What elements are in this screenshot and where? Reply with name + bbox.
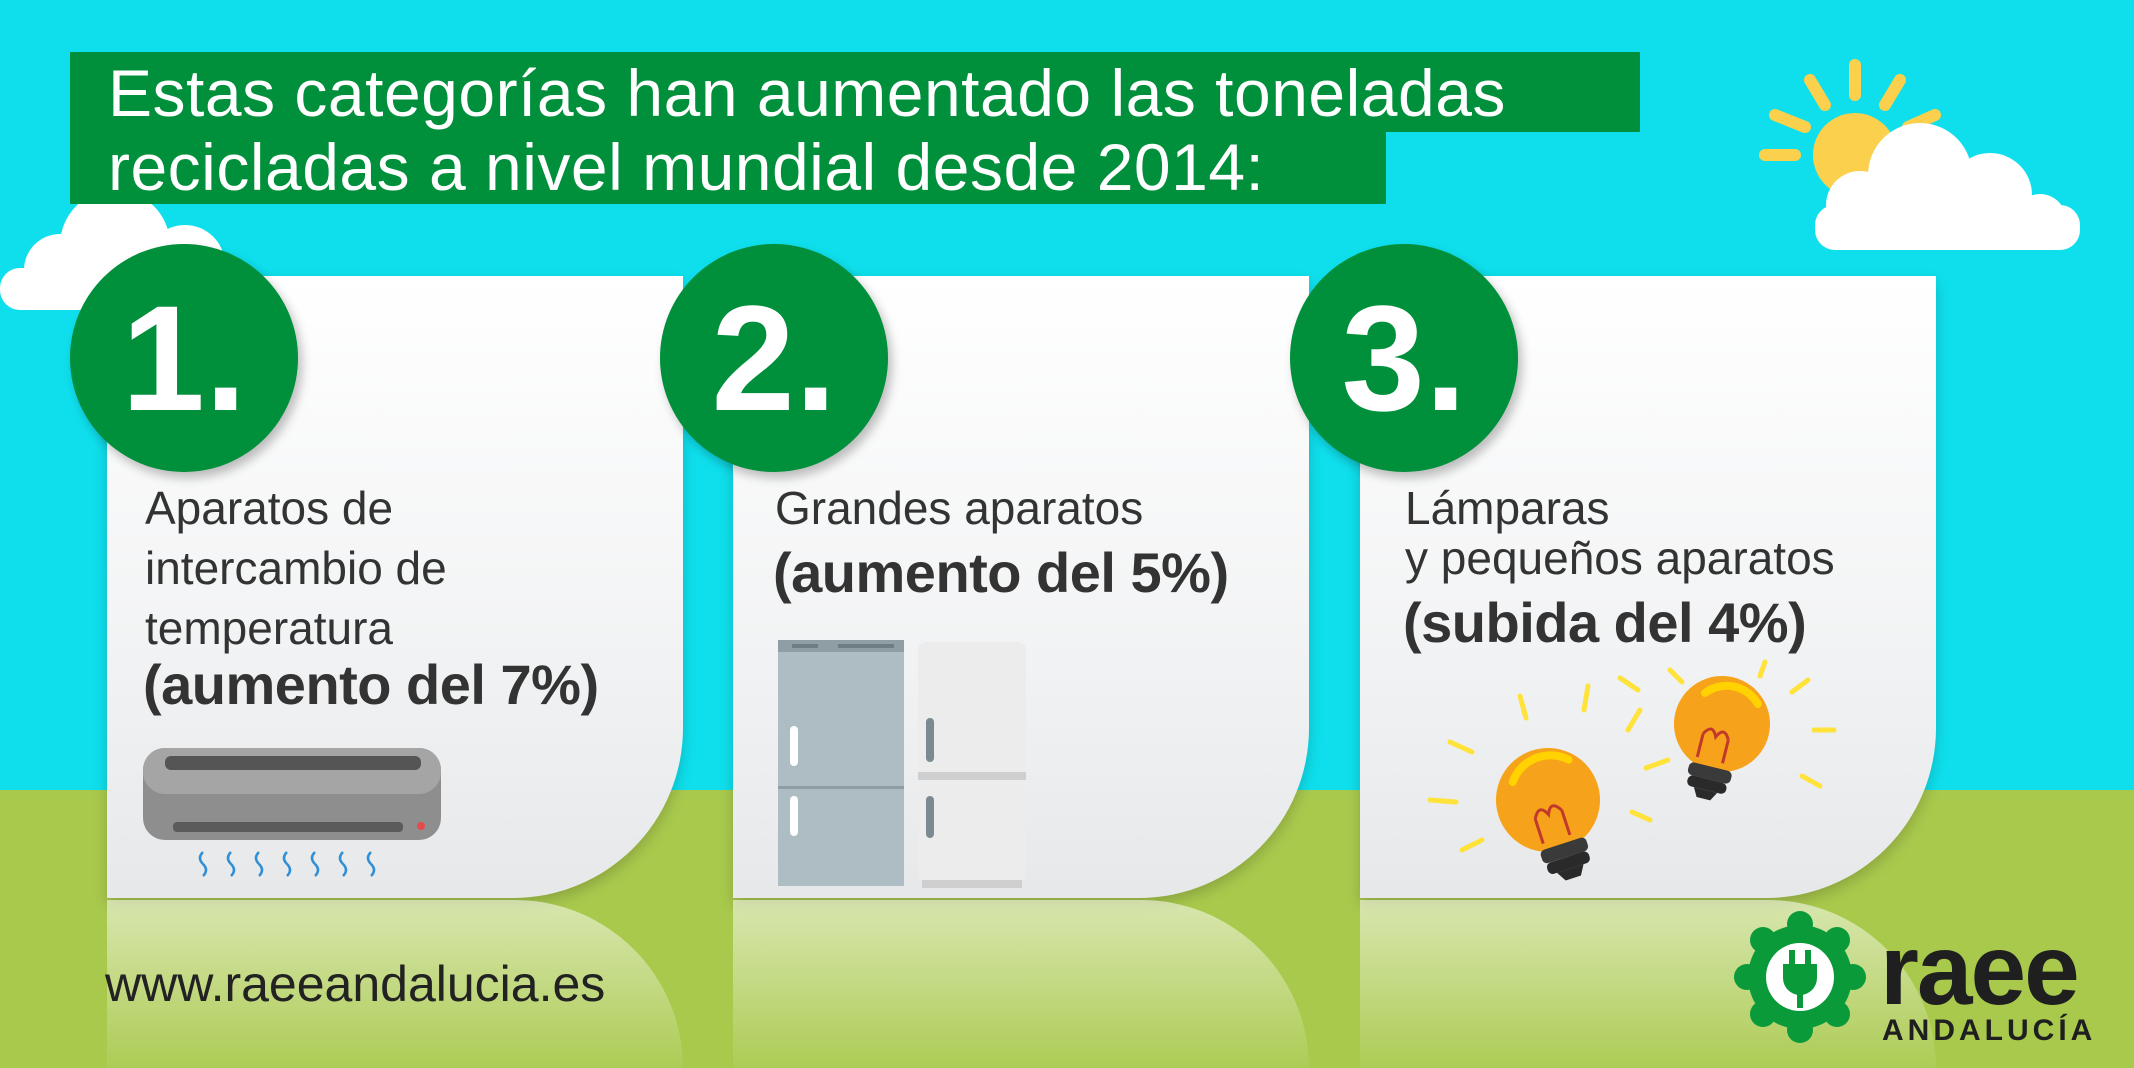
card-3-text-line-2: y pequeños aparatos bbox=[1405, 532, 1835, 584]
light-bulbs-icon bbox=[1427, 659, 1837, 881]
page-title-line-1: Estas categorías han aumentado las tonel… bbox=[108, 56, 1506, 130]
sun-cloud-icon bbox=[1759, 59, 2080, 250]
number-badge-3: 3. bbox=[1290, 244, 1518, 472]
card-2-highlight: (aumento del 5%) bbox=[773, 541, 1229, 604]
card-1-text-line-3: temperatura bbox=[145, 602, 394, 654]
title-band bbox=[70, 52, 1640, 132]
number-badge-2: 2. bbox=[660, 244, 888, 472]
logo-wordmark: raee bbox=[1880, 914, 2080, 1026]
plug-gear-icon bbox=[1734, 911, 1866, 1043]
card-2-text-line-1: Grandes aparatos bbox=[775, 482, 1144, 534]
number-badge-1: 1. bbox=[70, 244, 298, 472]
card-1-text-line-2: intercambio de bbox=[145, 542, 447, 594]
number-badge-label: 3. bbox=[1341, 274, 1467, 442]
number-badge-label: 2. bbox=[711, 274, 837, 442]
logo-subtitle: ANDALUCÍA bbox=[1882, 1014, 2097, 1047]
air-conditioner-icon bbox=[143, 748, 441, 877]
card-reflection-2 bbox=[733, 900, 1309, 1068]
refrigerators-icon bbox=[778, 640, 1026, 888]
title-band-second bbox=[70, 128, 1386, 204]
card-3-highlight: (subida del 4%) bbox=[1403, 591, 1807, 654]
page-title-line-2: recicladas a nivel mundial desde 2014: bbox=[108, 130, 1265, 204]
card-1-highlight: (aumento del 7%) bbox=[143, 653, 599, 716]
card-3-text-line-1: Lámparas bbox=[1405, 482, 1610, 534]
card-1-text-line-1: Aparatos de bbox=[145, 482, 394, 534]
website-url: www.raeeandalucia.es bbox=[105, 956, 606, 1012]
card-reflection-1 bbox=[107, 900, 683, 1068]
number-badge-label: 1. bbox=[121, 274, 247, 442]
